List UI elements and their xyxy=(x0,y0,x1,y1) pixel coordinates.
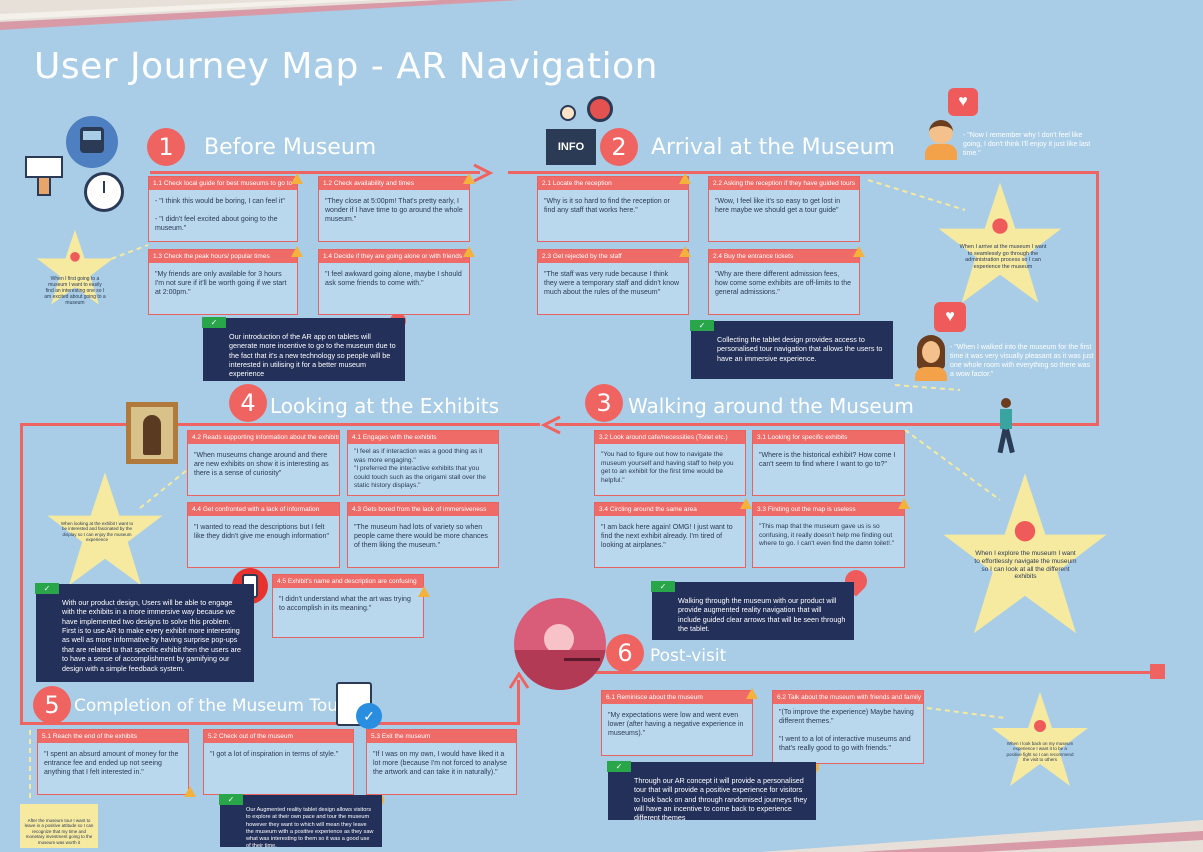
step-card-3-1: 3.1 Looking for specific exhibits "Where … xyxy=(752,430,905,496)
step-card-1-3: 1.3 Check the peak hours/ popular times "… xyxy=(148,249,298,315)
step-card-1-1: 1.1 Check local guide for best museums t… xyxy=(148,176,298,242)
step-card-5-3: 5.3 Exit the museum "If I was on my own, … xyxy=(366,729,517,795)
goal-star-text: When I look back on my museum experience… xyxy=(1006,741,1074,763)
arrow-left-icon xyxy=(540,415,561,435)
bottom-ribbon xyxy=(760,820,1203,852)
solution-box-1: ✓ Our introduction of the AR app on table… xyxy=(202,317,405,381)
solution-box-3: ✓ Walking through the museum with our pro… xyxy=(651,581,854,640)
warning-icon xyxy=(463,173,475,184)
goal-note: After the museum tour I want to leave in… xyxy=(20,804,98,848)
stage-1-number: 1 xyxy=(147,128,185,166)
stage-3-label: Walking around the Museum xyxy=(628,394,914,418)
step-card-1-2: 1.2 Check availability and times "They cl… xyxy=(318,176,470,242)
stage-5-number: 5 xyxy=(33,686,71,724)
step-card-6-1: 6.1 Reminisce about the museum "My expect… xyxy=(601,690,753,756)
walking-person-icon xyxy=(995,398,1017,454)
persona-quote-2: - "When I walked into the museum for the… xyxy=(950,344,1094,379)
step-card-4-5: 4.5 Exhibit's name and description are c… xyxy=(272,574,424,638)
stage-4-number: 4 xyxy=(229,384,267,422)
warning-icon xyxy=(740,498,752,509)
stage-1-label: Before Museum xyxy=(204,135,377,160)
step-card-4-2: 4.2 Reads supporting information about t… xyxy=(187,430,340,496)
stage-6-label: Post-visit xyxy=(650,646,727,666)
path-line xyxy=(508,171,1098,174)
train-icon xyxy=(66,116,118,168)
step-card-2-2: 2.2 Asking the reception if they have gu… xyxy=(708,176,860,242)
top-ribbon xyxy=(0,0,520,30)
warning-icon xyxy=(418,586,430,597)
clock-icon xyxy=(587,96,613,122)
path-line xyxy=(585,671,1155,674)
heart-bubble-icon: ♥ xyxy=(934,302,966,332)
step-card-5-2: 5.2 Check out of the museum "I got a lot … xyxy=(203,729,354,795)
path-line xyxy=(555,423,1099,426)
step-card-4-1: 4.1 Engages with the exhibits "I feel as … xyxy=(347,430,499,496)
stage-2-number: 2 xyxy=(600,128,638,166)
stopwatch-icon xyxy=(84,172,124,212)
goal-star-text: When I first going to a museum I want to… xyxy=(44,276,106,306)
check-circle-icon: ✓ xyxy=(356,703,382,729)
warning-icon xyxy=(679,173,691,184)
warning-icon xyxy=(463,246,475,257)
goal-star-text: When I arrive at the museum I want to se… xyxy=(959,244,1047,270)
stage-3-number: 3 xyxy=(585,384,623,422)
solution-box-5: ✓ Our Augmented reality tablet design all… xyxy=(219,794,382,849)
step-card-4-3: 4.3 Gets bored from the lack of immersiv… xyxy=(347,502,499,568)
path-line xyxy=(1096,171,1099,425)
step-card-2-3: 2.3 Get rejected by the staff "The staff … xyxy=(537,249,689,315)
warning-icon xyxy=(184,786,196,797)
persona-quote-1: - "Now I remember why I don't feel like … xyxy=(963,132,1091,158)
step-card-6-2: 6.2 Talk about the museum with friends a… xyxy=(772,690,924,764)
warning-icon xyxy=(898,498,910,509)
goal-star xyxy=(938,182,1062,303)
step-card-3-3: 3.3 Finding out the map is useless "This … xyxy=(752,502,905,568)
goal-star xyxy=(36,229,114,305)
arrow-right-icon xyxy=(473,163,494,183)
path-line xyxy=(517,680,520,725)
page-title: User Journey Map - AR Navigation xyxy=(34,46,658,87)
step-card-3-4: 3.4 Circling around the same area "I am b… xyxy=(594,502,746,568)
step-card-5-1: 5.1 Reach the end of the exhibits "I spen… xyxy=(37,729,189,795)
solution-box-2: ✓ Collecting the tablet design provides a… xyxy=(690,320,893,379)
path-line xyxy=(20,423,23,725)
step-card-1-4: 1.4 Decide if they are going alone or wi… xyxy=(318,249,470,315)
step-card-2-1: 2.1 Locate the reception "Why is it so ha… xyxy=(537,176,689,242)
path-line xyxy=(20,423,540,426)
info-label: INFO xyxy=(546,129,596,165)
solution-box-4: ✓ With our product design, Users will be … xyxy=(35,583,254,682)
stage-4-label: Looking at the Exhibits xyxy=(270,394,499,418)
guide-book-icon xyxy=(25,156,63,198)
warning-icon xyxy=(291,173,303,184)
path-end-marker xyxy=(1150,664,1165,679)
goal-star-text: When looking at the exhibit I want to be… xyxy=(60,521,134,543)
heart-bubble-icon: ♥ xyxy=(948,88,978,116)
warning-icon xyxy=(291,246,303,257)
step-card-4-4: 4.4 Get confronted with a lack of inform… xyxy=(187,502,340,568)
goal-star xyxy=(943,473,1107,634)
goal-star-text: When I explore the museum I want to effo… xyxy=(974,550,1077,581)
path-line xyxy=(150,171,480,174)
solution-box-6: ✓ Through our AR concept it will provide … xyxy=(607,761,816,822)
goal-star xyxy=(992,692,1088,786)
painting-icon xyxy=(126,402,178,464)
stage-6-number: 6 xyxy=(606,634,644,672)
step-card-3-2: 3.2 Look around cafe/necessities (Toilet… xyxy=(594,430,746,496)
male-avatar-icon xyxy=(925,120,957,160)
stage-5-label: Completion of the Museum Tour xyxy=(74,696,346,716)
sunset-icon xyxy=(514,598,606,690)
info-desk-icon: INFO xyxy=(546,103,596,165)
goal-star xyxy=(47,472,163,586)
warning-icon xyxy=(853,246,865,257)
female-avatar-icon xyxy=(915,335,947,381)
stage-2-label: Arrival at the Museum xyxy=(651,135,895,160)
step-card-2-4: 2.4 Buy the entrance tickets "Why are the… xyxy=(708,249,860,315)
warning-icon xyxy=(679,246,691,257)
warning-icon xyxy=(746,688,758,699)
path-line xyxy=(20,722,520,725)
